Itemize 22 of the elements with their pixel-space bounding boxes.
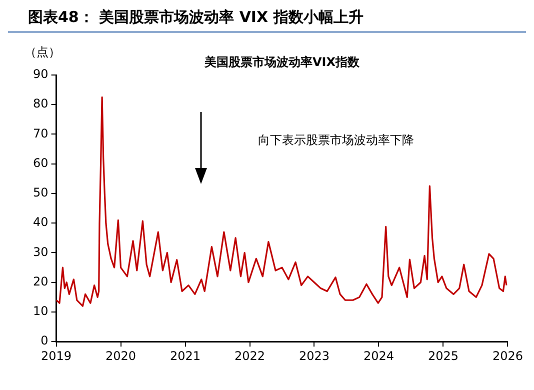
- y-tick-label: 60: [32, 156, 48, 170]
- y-tick-label: 80: [32, 96, 48, 111]
- y-tick-label: 30: [32, 244, 48, 259]
- y-tick-label: 70: [32, 126, 48, 140]
- annotation: 向下表示股票市场波动率下降: [258, 133, 414, 148]
- x-tick-label: 2019: [40, 348, 72, 363]
- x-tick-label: 2026: [492, 348, 524, 363]
- y-tick-label: 20: [32, 274, 48, 288]
- y-tick-label: 0: [40, 334, 48, 348]
- x-tick-label: 2023: [298, 348, 330, 363]
- x-tick-label: 2024: [363, 348, 394, 363]
- y-tick-label: 50: [32, 186, 48, 200]
- x-tick-label: 2025: [428, 348, 459, 363]
- x-tick-label: 2022: [234, 348, 266, 363]
- y-tick-label: 90: [32, 67, 48, 82]
- x-tick-label: 2021: [170, 348, 201, 363]
- x-tick-label: 2020: [105, 348, 136, 363]
- chart-title: 图表48： 美国股票市场波动率 VIX 指数小幅上升: [8, 8, 526, 33]
- chart-subtitle: 美国股票市场波动率VIX指数: [203, 55, 360, 70]
- y-axis-title: （点）: [24, 45, 60, 60]
- y-tick-label: 10: [32, 304, 48, 318]
- y-tick-label: 40: [32, 215, 48, 230]
